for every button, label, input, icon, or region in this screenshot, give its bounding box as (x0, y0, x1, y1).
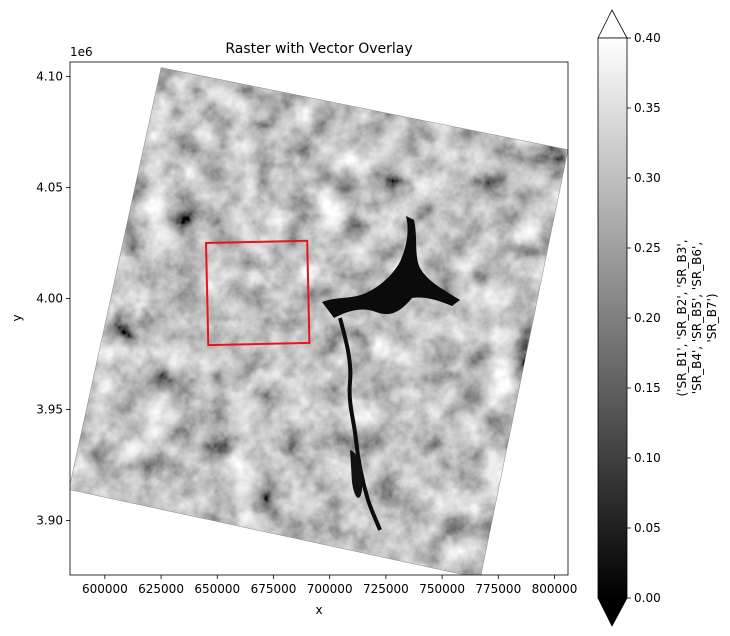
x-tick-label: 800000 (532, 582, 578, 596)
plot-area (70, 67, 568, 575)
colorbar-label-line-3: 'SR_B7') (705, 293, 719, 342)
x-tick-label: 600000 (82, 582, 128, 596)
axes-frame (69, 61, 569, 576)
colorbar-tick-label: 0.15 (634, 381, 661, 395)
y-axis-label: y (10, 314, 24, 321)
x-axis: 600000 625000 650000 675000 700000 725000 7500… (82, 575, 577, 596)
x-tick-label: 625000 (138, 582, 184, 596)
colorbar-extend-top (597, 9, 628, 39)
chart-title: Raster with Vector Overlay (225, 41, 412, 57)
x-tick-label: 700000 (307, 582, 353, 596)
y-tick-label: 4.10 (36, 69, 63, 83)
y-offset-label: 1e6 (70, 45, 93, 59)
colorbar-tick-label: 0.30 (634, 171, 661, 185)
colorbar-tick-label: 0.10 (634, 451, 661, 465)
colorbar-tick-label: 0.00 (634, 591, 661, 605)
colorbar-tick-label: 0.05 (634, 521, 661, 535)
vector-overlay-polygon (204, 239, 311, 347)
colorbar-label-line-2: 'SR_B4', 'SR_B5', 'SR_B6', (690, 242, 704, 394)
y-tick-label: 4.05 (36, 180, 63, 194)
y-tick-label: 3.95 (36, 403, 63, 417)
x-tick-label: 675000 (251, 582, 297, 596)
x-axis-label: x (315, 603, 322, 617)
colorbar-tick-label: 0.40 (634, 31, 661, 45)
y-tick-label: 4.00 (36, 292, 63, 306)
colorbar-tick-label: 0.35 (634, 101, 661, 115)
colorbar: 0.00 0.05 0.10 0.15 0.20 0.25 0.30 0.35 0.40 ('S… (597, 9, 719, 627)
colorbar-label-line-1: ('SR_B1', 'SR_B2', 'SR_B3', (675, 239, 689, 396)
x-tick-label: 775000 (475, 582, 521, 596)
y-axis: 3.90 3.95 4.00 4.05 4.10 (36, 69, 70, 528)
colorbar-gradient (597, 37, 628, 599)
colorbar-tick-label: 0.25 (634, 241, 661, 255)
river-feature (338, 317, 382, 531)
colorbar-tick-label: 0.20 (634, 311, 661, 325)
y-tick-label: 3.90 (36, 514, 63, 528)
raster-texture (70, 67, 568, 575)
colorbar-extend-bottom (597, 597, 628, 627)
lake-feature (350, 450, 363, 498)
water-feature (322, 216, 460, 318)
x-tick-label: 750000 (419, 582, 465, 596)
x-tick-label: 650000 (194, 582, 240, 596)
raster-footprint (70, 67, 568, 575)
x-tick-label: 725000 (363, 582, 409, 596)
